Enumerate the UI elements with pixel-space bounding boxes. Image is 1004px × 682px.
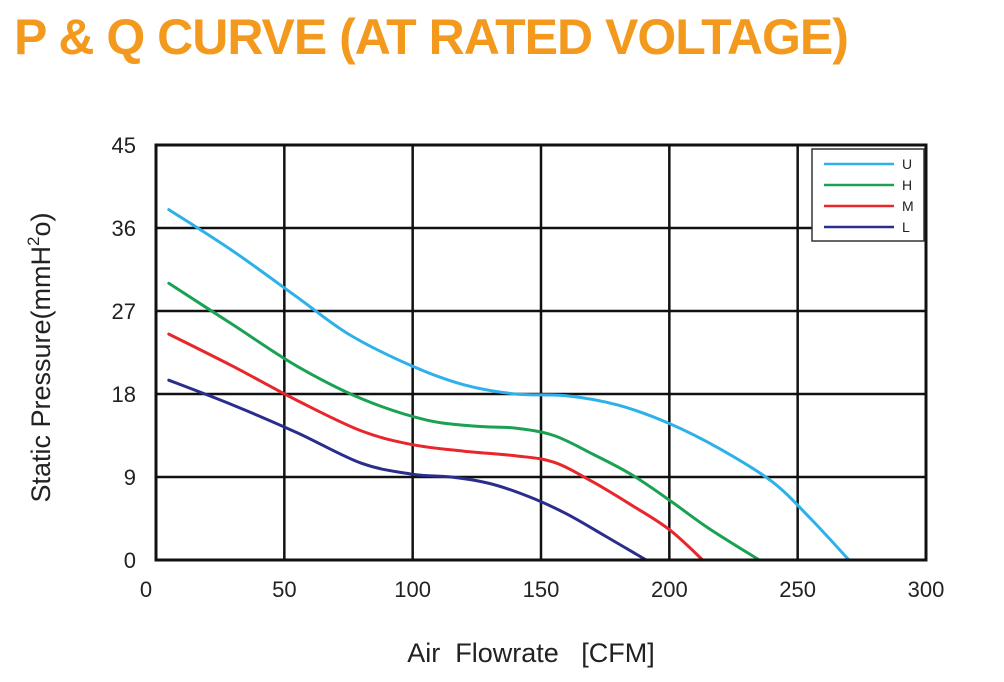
plot-frame — [154, 143, 928, 562]
y-axis-label: Static Pressure(mmH2o) — [24, 212, 56, 502]
x-tick-labels: 0 50 100 150 200 250 300 — [140, 577, 944, 602]
y-tick-label: 0 — [124, 548, 136, 573]
x-tick-label: 100 — [394, 577, 431, 602]
y-tick-label: 36 — [112, 216, 136, 241]
y-axis-label-end: o) — [26, 212, 56, 236]
y-tick-labels: 0 9 18 27 36 45 — [112, 133, 136, 573]
legend-label-m: M — [902, 198, 914, 214]
y-tick-label: 27 — [112, 299, 136, 324]
series-lines — [167, 208, 851, 562]
x-tick-label: 200 — [651, 577, 688, 602]
x-tick-label: 250 — [779, 577, 816, 602]
series-line-l — [167, 378, 648, 562]
y-axis-label-main: Static Pressure(mmH — [26, 246, 56, 503]
legend-label-l: L — [902, 219, 910, 235]
x-tick-label: 0 — [140, 577, 152, 602]
y-tick-label: 9 — [124, 465, 136, 490]
legend-label-h: H — [902, 177, 912, 193]
page-title: P & Q CURVE (AT RATED VOLTAGE) — [14, 9, 849, 65]
legend-label-u: U — [902, 156, 912, 172]
y-axis-label-superscript: 2 — [24, 237, 43, 246]
x-tick-label: 300 — [908, 577, 945, 602]
series-line-m — [167, 332, 705, 562]
x-axis-label: Air Flowrate [CFM] — [407, 638, 655, 668]
series-line-h — [167, 281, 761, 562]
grid — [156, 145, 926, 560]
x-tick-label: 150 — [523, 577, 560, 602]
y-tick-label: 18 — [112, 382, 136, 407]
y-tick-label: 45 — [112, 133, 136, 158]
x-tick-label: 50 — [272, 577, 296, 602]
series-line-u — [167, 208, 851, 562]
